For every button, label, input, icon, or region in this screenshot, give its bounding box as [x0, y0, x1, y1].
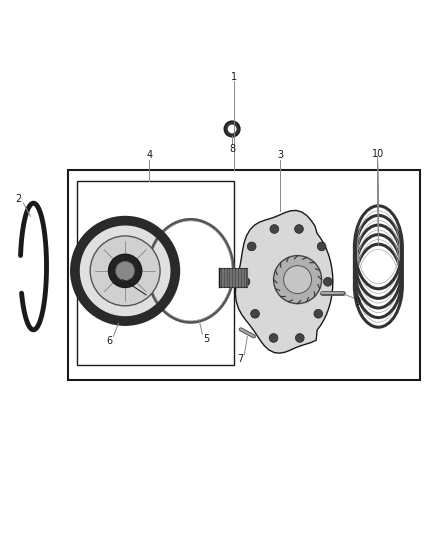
- Circle shape: [228, 125, 237, 133]
- Circle shape: [75, 221, 175, 321]
- Polygon shape: [235, 211, 333, 353]
- Text: 4: 4: [146, 150, 152, 160]
- Circle shape: [284, 265, 311, 294]
- Text: 9: 9: [355, 297, 361, 308]
- Text: 1: 1: [231, 71, 237, 82]
- Circle shape: [90, 236, 160, 306]
- Circle shape: [317, 242, 326, 251]
- Circle shape: [251, 309, 259, 318]
- Text: 8: 8: [229, 143, 235, 154]
- Text: 6: 6: [106, 336, 112, 346]
- Circle shape: [269, 334, 278, 342]
- Circle shape: [116, 261, 135, 280]
- Polygon shape: [219, 268, 247, 287]
- Circle shape: [295, 224, 304, 233]
- Circle shape: [247, 242, 256, 251]
- Circle shape: [109, 254, 142, 287]
- Text: 5: 5: [203, 334, 209, 344]
- Circle shape: [324, 277, 332, 286]
- Text: 10: 10: [372, 149, 385, 159]
- Text: 3: 3: [277, 150, 283, 160]
- Circle shape: [274, 256, 321, 304]
- Circle shape: [295, 334, 304, 342]
- Text: 7: 7: [237, 354, 243, 364]
- Circle shape: [241, 277, 250, 286]
- Circle shape: [224, 121, 240, 137]
- Circle shape: [270, 224, 279, 233]
- Circle shape: [314, 309, 323, 318]
- Text: 2: 2: [15, 194, 21, 204]
